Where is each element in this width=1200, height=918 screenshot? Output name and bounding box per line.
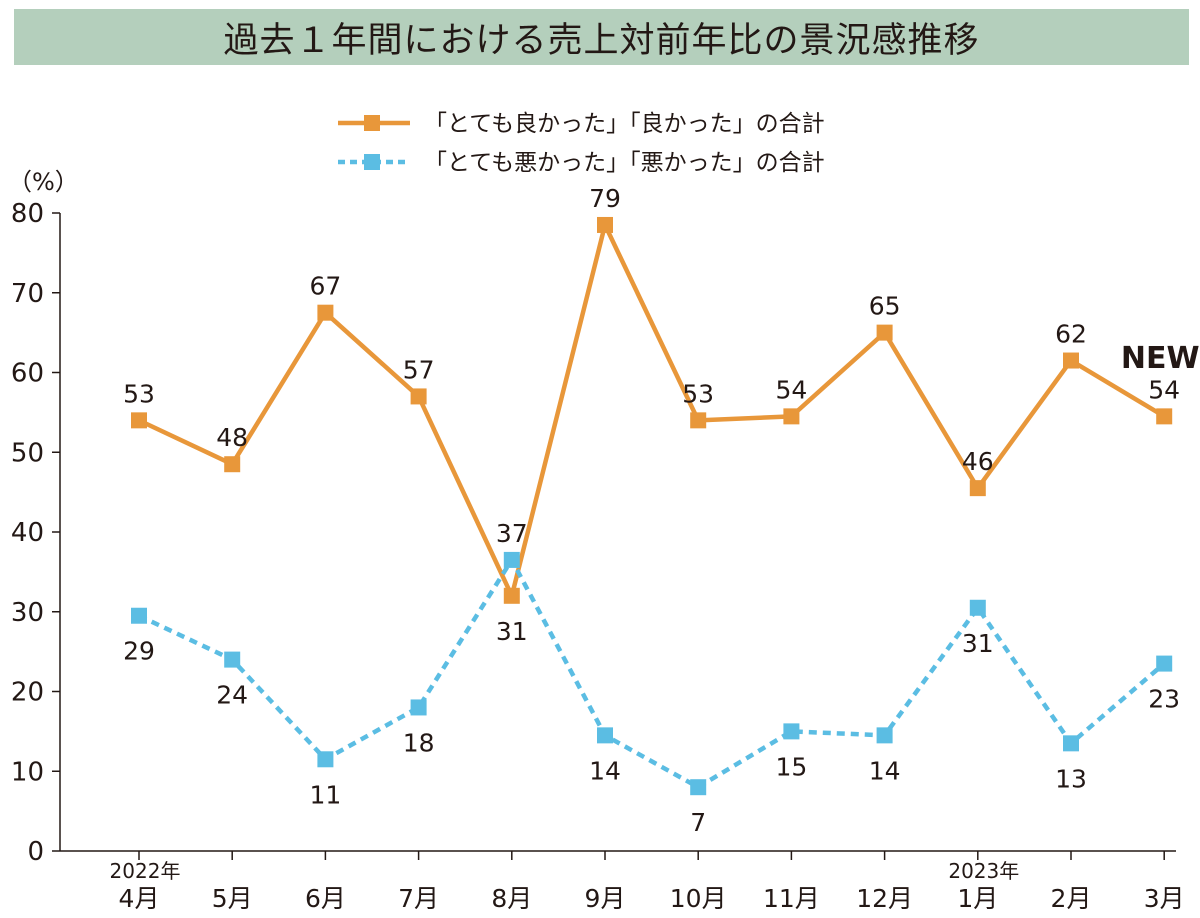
data-label-bad-5: 14 [589, 756, 621, 785]
point-bad-5 [597, 727, 613, 744]
data-label-good-7: 54 [775, 375, 807, 404]
data-label-good-5: 79 [589, 184, 621, 213]
x-tick-label-9: 1月 [957, 884, 998, 913]
x-tick-label-10: 2月 [1051, 884, 1092, 913]
x-tick-label-3: 7月 [398, 884, 439, 913]
data-label-good-8: 65 [869, 292, 901, 321]
data-label-bad-10: 13 [1055, 764, 1087, 793]
data-label-good-3: 57 [403, 355, 435, 384]
point-good-2 [317, 304, 334, 321]
point-good-0 [131, 412, 147, 429]
point-good-1 [224, 456, 241, 473]
y-tick-label-20: 20 [11, 678, 44, 708]
point-bad-1 [224, 651, 241, 668]
y-tick-label-30: 30 [11, 598, 44, 628]
point-bad-0 [131, 607, 147, 624]
x-tick-label-6: 10月 [670, 884, 727, 913]
data-label-bad-8: 14 [869, 756, 901, 785]
data-label-bad-2: 11 [309, 780, 341, 809]
x-tick-label-8: 12月 [856, 884, 913, 913]
x-tick-label-5: 9月 [585, 884, 626, 913]
legend-label-bad: 「とても悪かった」「悪かった」の合計 [424, 150, 825, 176]
point-bad-3 [410, 699, 427, 716]
y-tick-label-80: 80 [11, 199, 44, 229]
point-bad-2 [317, 751, 334, 768]
data-label-good-4: 31 [496, 617, 528, 646]
data-label-good-2: 67 [309, 272, 341, 301]
new-annotation: NEW [1121, 341, 1200, 376]
x-tick-label-11: 3月 [1144, 884, 1185, 913]
point-bad-10 [1063, 735, 1079, 752]
data-label-bad-7: 15 [775, 752, 807, 781]
point-good-11 [1156, 408, 1173, 425]
y-tick-label-70: 70 [11, 279, 44, 309]
point-bad-9 [969, 599, 986, 616]
x-tick-label-1: 5月 [212, 884, 253, 913]
y-tick-label-60: 60 [11, 359, 44, 389]
year-label-0: 2022年 [110, 859, 181, 883]
x-tick-label-2: 6月 [305, 884, 346, 913]
series-line-bad [138, 557, 1166, 790]
data-label-good-0: 53 [123, 379, 155, 408]
data-label-bad-4: 37 [496, 519, 528, 548]
legend-marker-good [364, 115, 380, 131]
data-label-good-10: 62 [1055, 320, 1087, 349]
y-axis-label: （%） [8, 168, 79, 196]
y-tick-label-10: 10 [11, 757, 44, 787]
y-tick-label-0: 0 [27, 837, 44, 867]
chart-title-bar: 過去１年間における売上対前年比の景況感推移 [14, 9, 1189, 65]
point-good-8 [876, 324, 893, 341]
data-label-good-1: 48 [216, 423, 248, 452]
data-label-bad-9: 31 [962, 629, 994, 658]
series-line-good [138, 222, 1166, 599]
data-label-bad-6: 7 [690, 808, 706, 837]
data-label-bad-3: 18 [403, 728, 435, 757]
data-label-bad-0: 29 [123, 637, 155, 666]
legend-marker-bad [364, 154, 380, 170]
point-good-5 [597, 216, 613, 233]
data-label-bad-11: 23 [1148, 685, 1180, 714]
data-label-bad-1: 24 [216, 681, 248, 710]
point-bad-8 [876, 727, 893, 744]
year-label-1: 2023年 [948, 859, 1019, 883]
y-tick-label-40: 40 [11, 518, 44, 548]
data-label-good-6: 53 [682, 379, 714, 408]
point-bad-6 [690, 779, 707, 796]
point-good-3 [410, 388, 427, 405]
point-good-4 [503, 587, 520, 604]
data-label-good-11: 54 [1148, 375, 1180, 404]
x-tick-label-4: 8月 [491, 884, 532, 913]
point-bad-7 [783, 723, 800, 740]
data-label-good-9: 46 [962, 447, 994, 476]
legend-label-good: 「とても良かった」「良かった」の合計 [424, 111, 825, 137]
x-tick-label-7: 11月 [763, 884, 820, 913]
point-bad-4 [503, 551, 520, 568]
chart-title: 過去１年間における売上対前年比の景況感推移 [223, 20, 980, 61]
point-good-6 [690, 412, 707, 429]
point-good-10 [1063, 352, 1079, 369]
point-good-9 [969, 480, 986, 497]
point-good-7 [783, 408, 800, 425]
x-tick-label-0: 4月 [119, 884, 160, 913]
y-tick-label-50: 50 [11, 438, 44, 468]
point-bad-11 [1156, 655, 1173, 672]
